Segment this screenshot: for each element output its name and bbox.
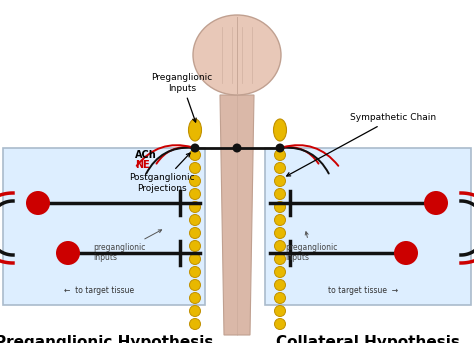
Circle shape — [394, 241, 418, 265]
FancyBboxPatch shape — [265, 148, 471, 305]
Circle shape — [274, 227, 285, 238]
Circle shape — [190, 176, 201, 187]
Circle shape — [274, 293, 285, 304]
Circle shape — [274, 201, 285, 213]
Circle shape — [190, 306, 201, 317]
Circle shape — [190, 214, 201, 225]
Circle shape — [190, 319, 201, 330]
Ellipse shape — [193, 15, 281, 95]
Circle shape — [190, 267, 201, 277]
Circle shape — [26, 191, 50, 215]
Circle shape — [274, 306, 285, 317]
Circle shape — [274, 163, 285, 174]
Text: NE: NE — [135, 160, 150, 170]
Polygon shape — [220, 95, 254, 335]
Circle shape — [190, 293, 201, 304]
Ellipse shape — [273, 119, 286, 141]
Text: Preganglionic Hypothesis: Preganglionic Hypothesis — [0, 335, 213, 343]
Circle shape — [424, 191, 448, 215]
Circle shape — [274, 214, 285, 225]
Polygon shape — [265, 153, 471, 305]
Text: Sympathetic Chain: Sympathetic Chain — [287, 114, 436, 176]
Text: preganglionic
inputs: preganglionic inputs — [93, 230, 162, 262]
Circle shape — [275, 143, 284, 153]
Circle shape — [274, 280, 285, 291]
Circle shape — [190, 189, 201, 200]
Text: ←  to target tissue: ← to target tissue — [64, 286, 134, 295]
Circle shape — [190, 163, 201, 174]
Circle shape — [274, 150, 285, 161]
Circle shape — [190, 150, 201, 161]
Circle shape — [274, 189, 285, 200]
Circle shape — [190, 201, 201, 213]
Circle shape — [274, 319, 285, 330]
Circle shape — [274, 267, 285, 277]
Text: to target tissue  →: to target tissue → — [328, 286, 398, 295]
Circle shape — [190, 227, 201, 238]
Circle shape — [274, 240, 285, 251]
FancyBboxPatch shape — [3, 148, 205, 305]
Text: ACh: ACh — [135, 150, 157, 160]
Text: Postganglionic
Projections: Postganglionic Projections — [129, 153, 195, 193]
Circle shape — [274, 253, 285, 264]
Polygon shape — [3, 153, 205, 305]
Circle shape — [233, 143, 241, 153]
Circle shape — [191, 143, 200, 153]
Circle shape — [274, 176, 285, 187]
Text: Collateral Hypothesis: Collateral Hypothesis — [276, 335, 460, 343]
Circle shape — [190, 253, 201, 264]
Text: Preganglionic
Inputs: Preganglionic Inputs — [151, 73, 213, 122]
Circle shape — [190, 240, 201, 251]
Circle shape — [56, 241, 80, 265]
Text: preganglionic
inputs: preganglionic inputs — [285, 232, 337, 262]
Circle shape — [190, 280, 201, 291]
Ellipse shape — [189, 119, 201, 141]
